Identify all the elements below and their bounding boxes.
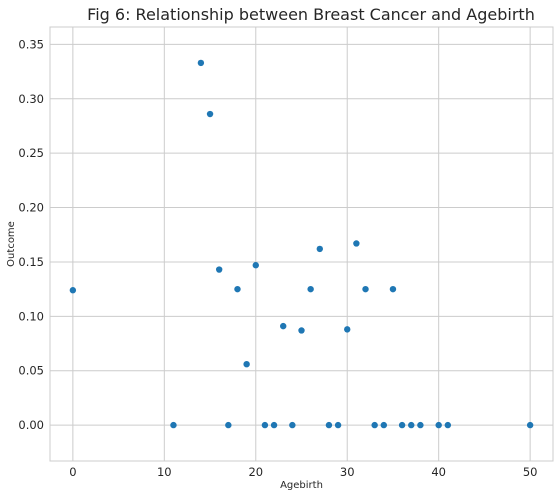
y-tick-label: 0.05 <box>18 364 44 378</box>
data-point <box>270 421 278 429</box>
x-axis-label: Agebirth <box>280 480 323 491</box>
x-tick-labels: 0 10 20 30 40 50 <box>69 465 537 479</box>
data-point <box>380 421 388 429</box>
y-tick-label: 0.00 <box>18 418 44 432</box>
y-tick-label: 0.35 <box>18 37 44 51</box>
x-tick-label: 20 <box>248 465 263 479</box>
y-tick-label: 0.25 <box>18 146 44 160</box>
data-point <box>243 360 250 368</box>
y-tick-label: 0.20 <box>18 201 44 215</box>
y-tick-labels: 0.00 0.05 0.10 0.15 0.20 0.25 0.30 0.35 <box>18 37 44 432</box>
data-point <box>371 421 378 429</box>
data-point <box>417 421 424 429</box>
data-point <box>225 421 232 429</box>
data-point <box>526 421 534 429</box>
data-point <box>280 322 287 330</box>
data-point <box>389 285 397 293</box>
data-point <box>289 421 296 429</box>
data-point <box>206 110 214 118</box>
x-tick-label: 50 <box>523 465 538 479</box>
data-point <box>298 327 305 334</box>
gridlines <box>50 27 553 461</box>
data-point <box>444 421 452 429</box>
data-point <box>234 285 241 293</box>
plot-frame <box>49 26 554 462</box>
data-points <box>69 59 534 429</box>
data-point <box>408 421 415 429</box>
data-point <box>69 287 77 294</box>
x-tick-label: 0 <box>69 465 76 479</box>
data-point <box>197 59 205 67</box>
data-point <box>362 285 369 293</box>
chart-title: Fig 6: Relationship between Breast Cance… <box>87 5 535 24</box>
data-point <box>344 326 351 333</box>
data-point <box>252 262 259 269</box>
data-point <box>261 421 269 429</box>
y-axis-label: Outcome <box>6 221 17 267</box>
data-point <box>170 421 177 429</box>
data-point <box>398 421 406 429</box>
y-tick-label: 0.10 <box>18 309 44 323</box>
data-point <box>353 240 360 247</box>
data-point <box>215 266 223 273</box>
y-tick-label: 0.15 <box>18 255 44 269</box>
data-point <box>334 421 342 429</box>
data-point <box>435 421 442 429</box>
data-point <box>316 245 323 253</box>
x-tick-label: 30 <box>340 465 355 479</box>
y-tick-label: 0.30 <box>18 92 44 106</box>
x-tick-label: 10 <box>157 465 172 479</box>
data-point <box>307 285 314 293</box>
x-tick-label: 40 <box>431 465 446 479</box>
data-point <box>325 421 333 429</box>
